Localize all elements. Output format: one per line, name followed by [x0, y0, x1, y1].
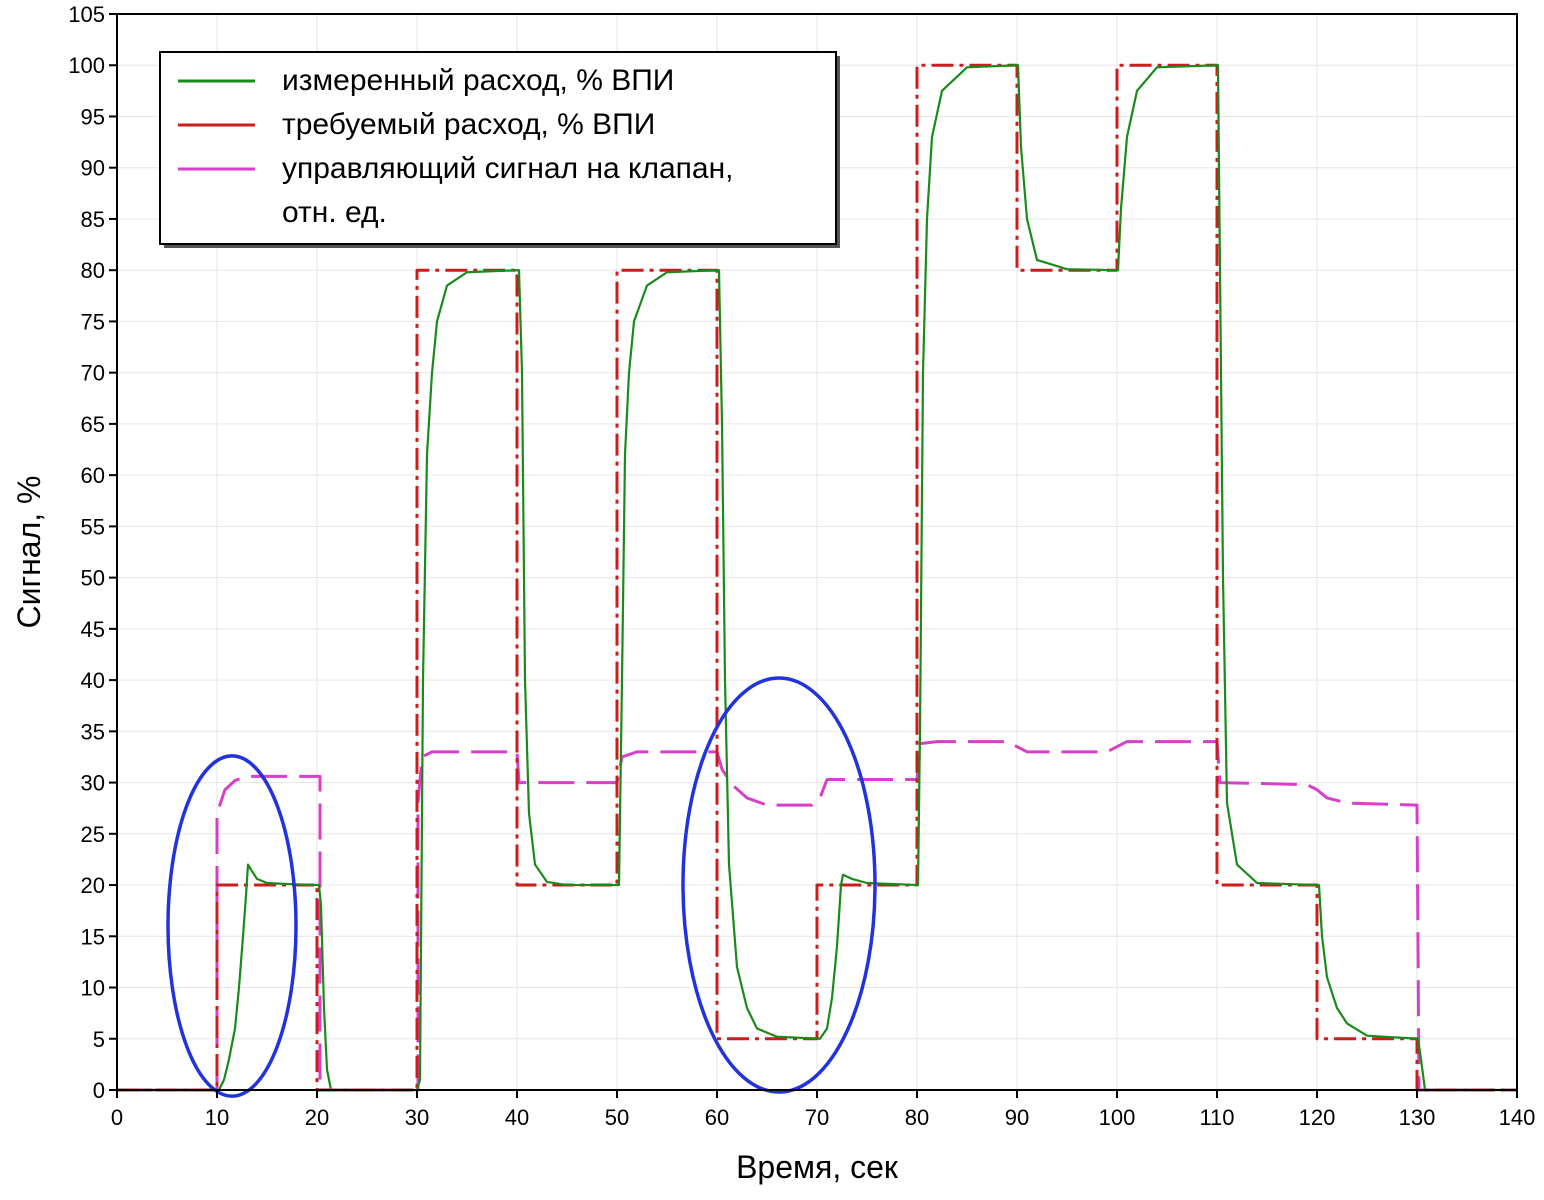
- y-tick-label: 105: [68, 2, 105, 27]
- highlight-ellipse: [166, 754, 298, 1098]
- y-axis-title: Сигнал, %: [11, 475, 47, 628]
- legend: измеренный расход, % ВПИ требуемый расход…: [159, 51, 840, 248]
- x-tick-label: 140: [1499, 1105, 1536, 1130]
- legend-label: управляющий сигнал на клапан,: [282, 152, 734, 185]
- legend-label: измеренный расход, % ВПИ: [282, 64, 674, 97]
- y-tick-label: 65: [81, 412, 105, 437]
- series-line-0: [117, 64, 1517, 1092]
- x-tick-label: 10: [205, 1105, 229, 1130]
- y-tick-label: 50: [81, 566, 105, 591]
- y-tick-label: 25: [81, 822, 105, 847]
- axis-ticks: [109, 13, 1518, 1098]
- y-tick-label: 95: [81, 104, 105, 129]
- y-tick-label: 45: [81, 617, 105, 642]
- x-tick-label: 70: [805, 1105, 829, 1130]
- y-tick-label: 55: [81, 514, 105, 539]
- y-tick-label: 30: [81, 771, 105, 796]
- y-tick-label: 100: [68, 53, 105, 78]
- x-tick-label: 80: [905, 1105, 929, 1130]
- x-axis-title: Время, сек: [736, 1149, 899, 1185]
- x-tick-label: 0: [111, 1105, 123, 1130]
- x-tick-label: 30: [405, 1105, 429, 1130]
- y-tick-label: 85: [81, 207, 105, 232]
- y-tick-label: 0: [93, 1078, 105, 1103]
- x-tick-label: 130: [1399, 1105, 1436, 1130]
- y-tick-label: 5: [93, 1027, 105, 1052]
- x-tick-label: 90: [1005, 1105, 1029, 1130]
- x-tick-label: 120: [1299, 1105, 1336, 1130]
- annotation-layer: [166, 676, 877, 1098]
- y-tick-label: 75: [81, 309, 105, 334]
- y-tick-label: 10: [81, 976, 105, 1001]
- x-tick-label: 60: [705, 1105, 729, 1130]
- legend-label: отн. ед.: [282, 196, 387, 229]
- legend-label: требуемый расход, % ВПИ: [282, 108, 655, 141]
- y-tick-label: 70: [81, 361, 105, 386]
- x-tick-label: 50: [605, 1105, 629, 1130]
- y-tick-label: 15: [81, 924, 105, 949]
- highlight-ellipse: [681, 676, 877, 1094]
- x-tick-label: 40: [505, 1105, 529, 1130]
- y-tick-label: 60: [81, 463, 105, 488]
- y-tick-label: 35: [81, 719, 105, 744]
- x-tick-labels: 0 10 20 30 40 50 60 70 80 90 100 110 120 130 140: [111, 1105, 1535, 1130]
- series-line-2: [117, 740, 1517, 1092]
- x-tick-label: 100: [1099, 1105, 1136, 1130]
- y-tick-labels: 0 5 10 15 20 25 30 35 40 45 50 55 60 65 70 75 80 85 90 95 10…: [68, 2, 105, 1103]
- y-tick-label: 20: [81, 873, 105, 898]
- x-tick-label: 20: [305, 1105, 329, 1130]
- x-tick-label: 110: [1199, 1105, 1234, 1130]
- y-tick-label: 80: [81, 258, 105, 283]
- y-tick-label: 40: [81, 668, 105, 693]
- y-tick-label: 90: [81, 156, 105, 181]
- legend-box: [159, 51, 837, 245]
